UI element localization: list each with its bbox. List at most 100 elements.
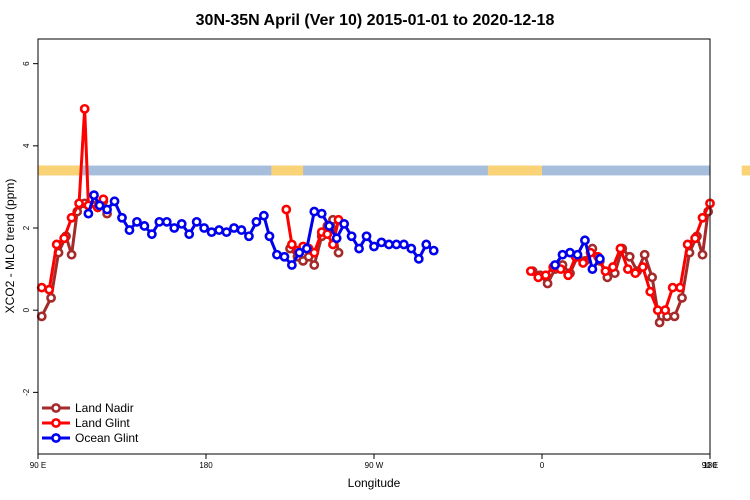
data-point (391, 239, 402, 250)
data-point (94, 200, 105, 211)
data-point (258, 210, 269, 221)
data-point (66, 212, 77, 223)
x-tick-label: 90 W (365, 461, 384, 470)
y-axis: -2 0 2 4 6 (22, 61, 38, 396)
legend-item: Ocean Glint (42, 431, 139, 445)
series-layer (36, 103, 715, 328)
data-point (51, 239, 62, 250)
data-point (316, 208, 327, 219)
data-point (376, 237, 387, 248)
data-point (624, 251, 635, 262)
data-point (251, 216, 262, 227)
legend-label: Land Nadir (75, 401, 134, 415)
band-land-segment-2 (487, 165, 542, 176)
data-point (647, 272, 658, 283)
data-point (622, 264, 633, 274)
data-point (124, 225, 135, 235)
data-point (572, 249, 583, 260)
data-point (667, 282, 678, 293)
data-point (191, 216, 202, 227)
data-point (384, 239, 394, 250)
data-point (206, 227, 217, 238)
data-point (398, 239, 409, 250)
data-point (132, 216, 142, 227)
data-point (660, 305, 671, 316)
legend-marker (51, 403, 61, 413)
data-point (428, 245, 439, 256)
x-tick-label: 180 (703, 461, 717, 470)
data-point (682, 239, 693, 250)
data-point (557, 249, 568, 260)
data-point (89, 190, 99, 201)
data-point (221, 227, 232, 238)
x-axis-label: Longitude (348, 476, 401, 490)
data-point (229, 223, 239, 233)
data-point (346, 231, 357, 242)
y-tick-label: 0 (22, 307, 31, 312)
data-point (161, 216, 172, 227)
y-tick-label: 4 (22, 143, 31, 148)
data-point (264, 231, 275, 242)
data-point (139, 221, 150, 231)
data-point (563, 270, 574, 281)
data-point (654, 317, 665, 328)
data-point (608, 262, 618, 272)
band-land-segment-0 (38, 165, 83, 176)
legend-item: Land Glint (42, 416, 130, 430)
data-point (331, 233, 342, 244)
data-point (46, 292, 56, 303)
band-ocean (38, 165, 710, 176)
data-point (697, 212, 708, 223)
data-point (540, 270, 551, 281)
y-tick-label: 6 (22, 61, 31, 66)
band-land-segment-3 (741, 165, 750, 176)
data-point (525, 266, 536, 277)
data-point (600, 266, 611, 277)
legend-marker (51, 433, 61, 443)
data-point (74, 198, 84, 209)
data-point (272, 249, 282, 260)
x-tick-label: 90 E (30, 461, 46, 470)
coverage-band (38, 165, 750, 176)
y-tick-label: 2 (22, 225, 31, 230)
data-point (244, 231, 254, 242)
x-tick-label: 0 (540, 461, 545, 470)
data-point (652, 305, 663, 316)
data-point (413, 253, 424, 264)
data-point (36, 282, 47, 293)
data-point (109, 196, 120, 207)
data-point (36, 311, 47, 322)
data-point (406, 243, 417, 254)
data-point (59, 233, 70, 244)
x-tick-label: 180 (199, 461, 213, 470)
data-point (669, 311, 680, 322)
data-point (66, 249, 77, 260)
data-point (533, 272, 544, 283)
data-point (281, 204, 292, 215)
data-point (324, 221, 335, 231)
data-point (83, 208, 94, 219)
data-point (354, 243, 364, 254)
x-tick-label: 90 E (702, 461, 718, 470)
legend-item: Land Nadir (42, 401, 134, 415)
data-point (309, 206, 320, 217)
series-line (86, 193, 435, 267)
chart-title: 30N-35N April (Ver 10) 2015-01-01 to 202… (196, 12, 555, 29)
legend-marker (51, 418, 61, 428)
data-point (697, 249, 708, 260)
data-point (309, 247, 320, 258)
legend-label: Land Glint (75, 416, 130, 430)
legend-label: Ocean Glint (75, 431, 139, 445)
data-point (339, 219, 350, 229)
data-point (421, 239, 432, 250)
y-tick-label: -2 (22, 388, 31, 396)
data-point (294, 247, 305, 258)
data-point (286, 239, 297, 250)
series-ocean-glint (83, 190, 605, 274)
data-point (369, 241, 379, 252)
data-point (169, 223, 180, 233)
data-point (279, 251, 290, 262)
